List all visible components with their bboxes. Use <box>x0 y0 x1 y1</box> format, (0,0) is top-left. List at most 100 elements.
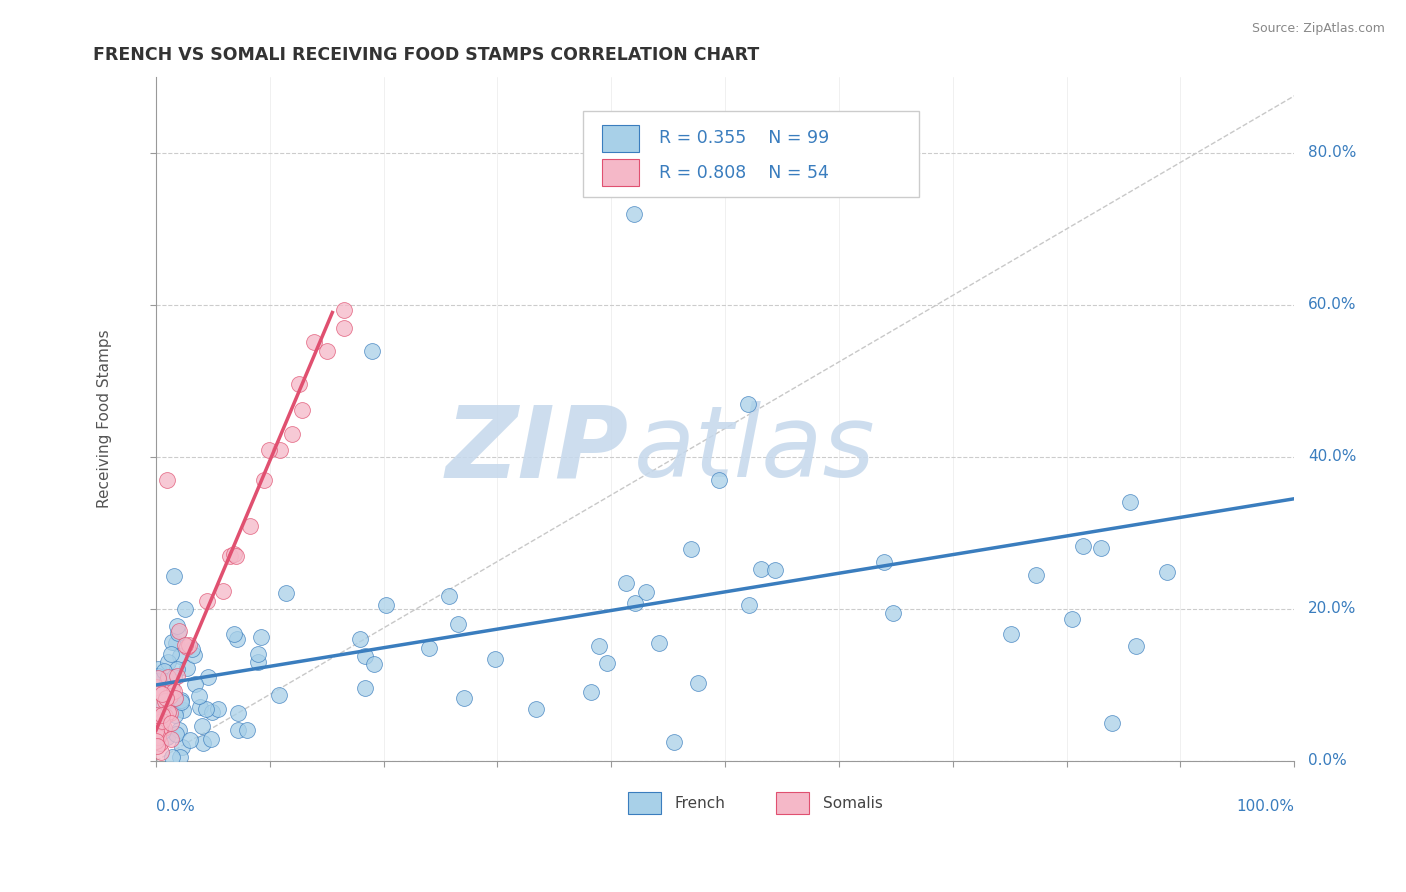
Text: ZIP: ZIP <box>446 401 628 499</box>
Point <box>172 703 194 717</box>
Point <box>157 691 180 706</box>
Point <box>156 673 179 688</box>
Point <box>160 715 183 730</box>
Point <box>153 721 176 735</box>
Text: R = 0.355    N = 99: R = 0.355 N = 99 <box>659 129 830 147</box>
Point <box>191 719 214 733</box>
Point <box>148 671 170 685</box>
Point <box>145 712 167 726</box>
Point <box>738 599 761 613</box>
Point <box>200 731 222 746</box>
Point <box>1101 716 1123 731</box>
Point <box>1060 612 1083 626</box>
Point <box>437 589 460 603</box>
Text: 80.0%: 80.0% <box>1308 145 1357 161</box>
Point <box>159 706 181 720</box>
Text: Source: ZipAtlas.com: Source: ZipAtlas.com <box>1251 22 1385 36</box>
Point <box>250 631 273 645</box>
Point <box>595 656 617 670</box>
Point <box>225 632 247 647</box>
Point <box>1125 640 1147 654</box>
Bar <box>776 792 808 814</box>
Point <box>614 575 637 590</box>
Point <box>146 731 169 745</box>
Point <box>236 723 259 737</box>
Point <box>287 377 309 392</box>
Point <box>291 403 314 417</box>
Point <box>172 739 194 754</box>
Text: 0.0%: 0.0% <box>156 798 194 814</box>
Point <box>149 736 172 750</box>
Point <box>749 562 772 576</box>
Point <box>363 657 385 672</box>
Point <box>224 626 246 640</box>
Point <box>149 707 172 722</box>
Point <box>195 594 218 608</box>
Point <box>150 745 173 759</box>
Point <box>163 569 186 583</box>
Point <box>148 708 170 723</box>
Point <box>162 635 184 649</box>
Point <box>1118 495 1140 509</box>
Point <box>193 736 215 750</box>
Point <box>155 731 177 745</box>
Point <box>1090 541 1112 556</box>
Point <box>188 700 211 714</box>
Point <box>150 714 173 729</box>
Point <box>166 727 188 741</box>
Point <box>226 706 249 720</box>
Point <box>148 684 170 698</box>
Point <box>1025 568 1047 582</box>
Text: 100.0%: 100.0% <box>1236 798 1295 814</box>
Point <box>153 682 176 697</box>
Point <box>374 598 396 612</box>
Point <box>152 664 174 678</box>
Point <box>276 586 298 600</box>
Point <box>269 442 291 457</box>
Point <box>315 343 337 358</box>
Point <box>524 702 547 716</box>
Point <box>418 641 440 656</box>
Point <box>247 655 270 669</box>
Point <box>160 731 183 746</box>
Point <box>197 669 219 683</box>
Point <box>267 688 290 702</box>
Text: atlas: atlas <box>634 401 876 499</box>
Point <box>194 702 217 716</box>
Point <box>160 647 183 661</box>
Point <box>239 519 262 533</box>
Point <box>200 706 222 720</box>
Point <box>149 722 172 736</box>
Point <box>166 618 188 632</box>
Point <box>176 661 198 675</box>
Text: Receiving Food Stamps: Receiving Food Stamps <box>97 330 112 508</box>
Point <box>333 303 356 318</box>
Point <box>148 723 170 737</box>
Point <box>679 542 702 557</box>
Point <box>662 735 685 749</box>
Point <box>1071 539 1094 553</box>
Point <box>226 723 249 737</box>
Point <box>163 671 186 685</box>
Point <box>152 723 174 738</box>
Point <box>253 473 276 487</box>
Point <box>183 677 205 691</box>
Text: FRENCH VS SOMALI RECEIVING FOOD STAMPS CORRELATION CHART: FRENCH VS SOMALI RECEIVING FOOD STAMPS C… <box>93 46 759 64</box>
Point <box>153 694 176 708</box>
Point <box>763 563 786 577</box>
Point <box>167 625 190 640</box>
Point <box>148 662 170 676</box>
Point <box>579 685 602 699</box>
Text: 60.0%: 60.0% <box>1308 297 1357 312</box>
Point <box>224 548 246 562</box>
Point <box>212 584 235 599</box>
Point <box>156 473 179 487</box>
Point <box>447 617 470 632</box>
Point <box>1156 565 1178 579</box>
Point <box>163 708 186 723</box>
Point <box>148 669 170 683</box>
Point <box>148 724 170 739</box>
Point <box>354 649 377 664</box>
Point <box>304 334 326 349</box>
Point <box>177 638 200 652</box>
